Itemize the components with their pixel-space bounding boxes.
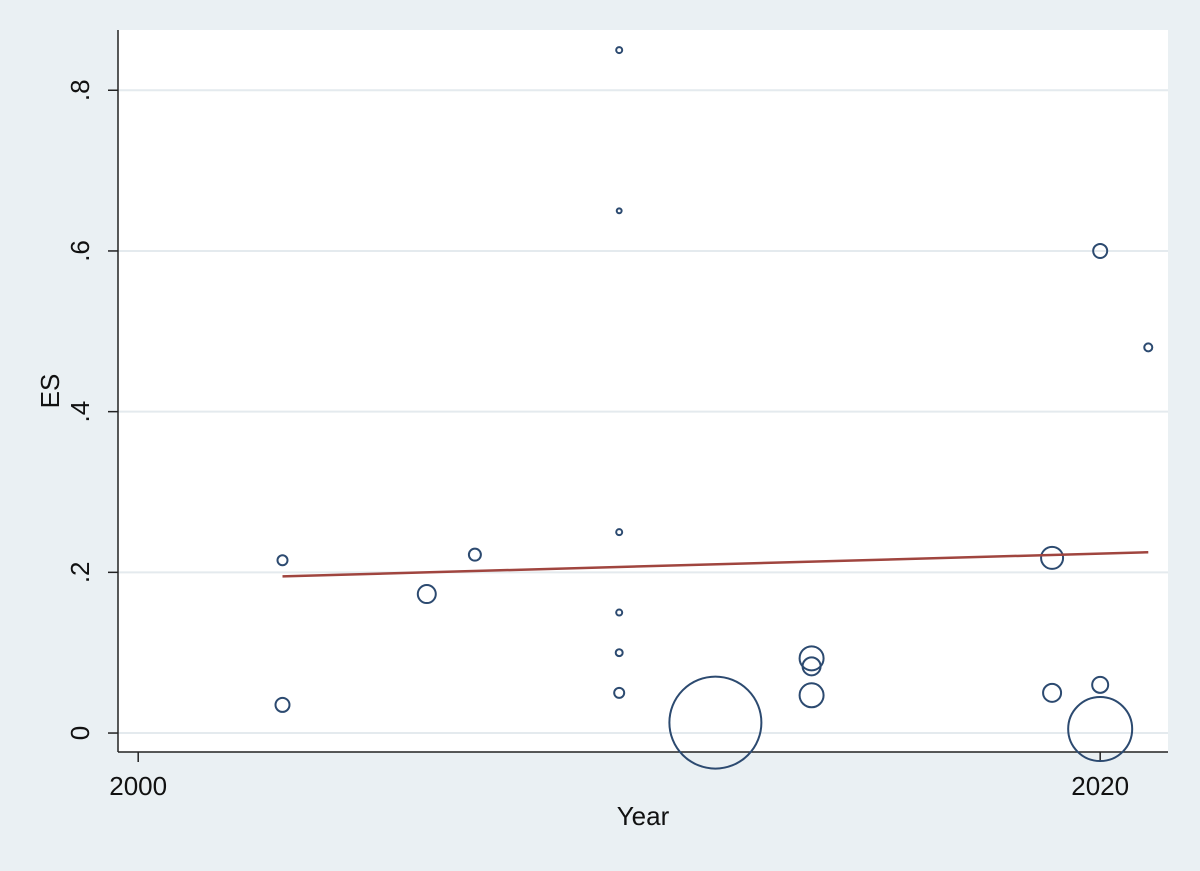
bubble (615, 608, 624, 617)
bubble (276, 554, 289, 567)
bubble (416, 584, 437, 605)
fit-line (282, 551, 1149, 578)
bubble (613, 686, 626, 699)
y-tick-label: .6 (65, 240, 95, 262)
bubble (1067, 696, 1134, 763)
y-tick-label: 0 (65, 726, 95, 740)
bubble (467, 547, 482, 562)
bubble (1040, 545, 1065, 570)
bubble (614, 648, 624, 658)
bubble (615, 46, 624, 55)
bubble (615, 207, 623, 215)
bubble (1042, 682, 1063, 703)
x-tick-label: 2020 (1071, 771, 1129, 801)
y-tick-label: .2 (65, 561, 95, 583)
y-tick-label: .8 (65, 79, 95, 101)
bubble (798, 645, 825, 672)
bubble (668, 675, 763, 770)
y-axis-title: ES (35, 374, 65, 409)
x-axis-title: Year (617, 801, 670, 831)
y-tick-label: .4 (65, 401, 95, 423)
bubble (1143, 342, 1154, 353)
x-tick-label: 2000 (109, 771, 167, 801)
bubble (801, 656, 822, 677)
bubble (798, 682, 825, 709)
bubble (274, 696, 291, 713)
bubble (615, 528, 624, 537)
bubble (1092, 242, 1109, 259)
bubble (1091, 675, 1110, 694)
plot-area (118, 30, 1168, 752)
